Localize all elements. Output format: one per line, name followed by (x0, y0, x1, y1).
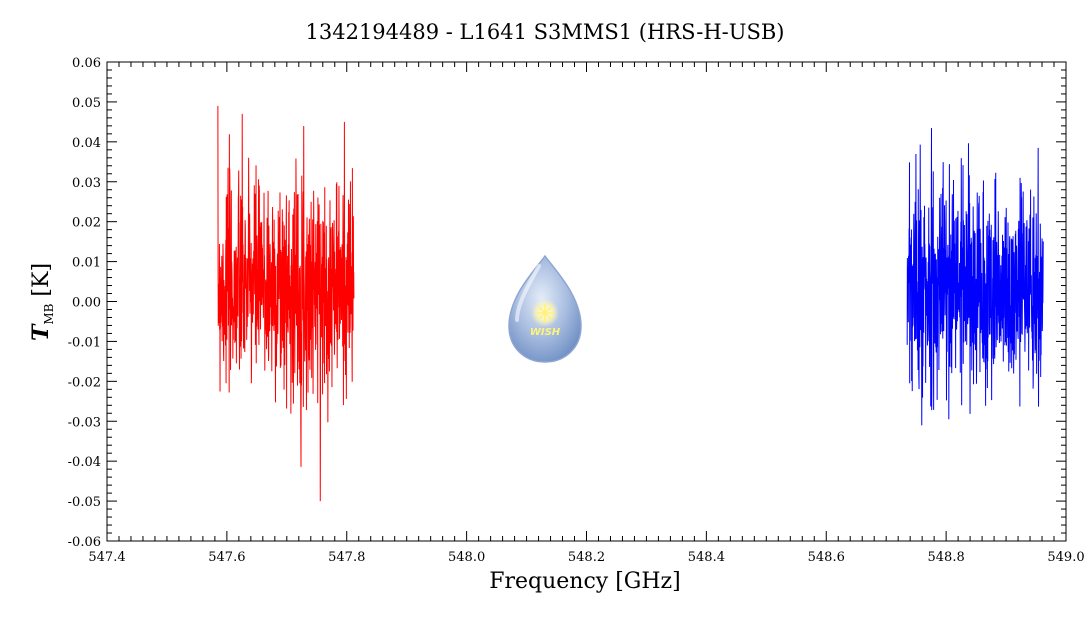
x-tick-label: 549.0 (1047, 550, 1084, 565)
svg-text:TMB [K]: TMB [K] (28, 263, 56, 341)
y-tick-label: -0.06 (68, 535, 101, 550)
y-tick-label: 0.04 (72, 136, 101, 151)
y-tick-label: -0.04 (68, 455, 101, 470)
y-tick-label: 0.05 (72, 96, 101, 111)
x-tick-label: 547.6 (208, 550, 245, 565)
y-tick-label: -0.03 (68, 415, 101, 430)
x-axis-label: Frequency [GHz] (489, 569, 681, 594)
x-tick-label: 548.0 (448, 550, 485, 565)
y-tick-label: -0.01 (68, 335, 101, 350)
y-tick-label: -0.02 (68, 375, 101, 390)
plot-area: 547.4 547.6 547.8 548.0 548.2 548.4 548.6 548.8… (68, 56, 1085, 565)
logo-text: WISH (530, 327, 561, 338)
x-tick-label: 548.4 (688, 550, 725, 565)
y-tick-label: 0.02 (72, 216, 101, 231)
y-tick-label: -0.05 (68, 495, 101, 510)
x-tick-label: 547.4 (88, 550, 125, 565)
x-tick-label: 547.8 (328, 550, 365, 565)
y-tick-label: 0.01 (72, 256, 101, 271)
series-1-line (217, 105, 355, 502)
x-tick-label: 548.8 (928, 550, 965, 565)
y-tick-label: 0.00 (72, 296, 101, 311)
wish-logo: WISH (508, 254, 582, 363)
y-axis-label: TMB [K] (28, 263, 56, 341)
star-icon (536, 304, 554, 322)
y-tick-label: 0.03 (72, 176, 101, 191)
chart-title: 1342194489 - L1641 S3MMS1 (HRS-H-USB) (306, 20, 785, 44)
x-tick-label: 548.2 (568, 550, 605, 565)
x-tick-label: 548.6 (808, 550, 845, 565)
series-2-line (906, 128, 1044, 426)
y-tick-label: 0.06 (72, 56, 101, 71)
